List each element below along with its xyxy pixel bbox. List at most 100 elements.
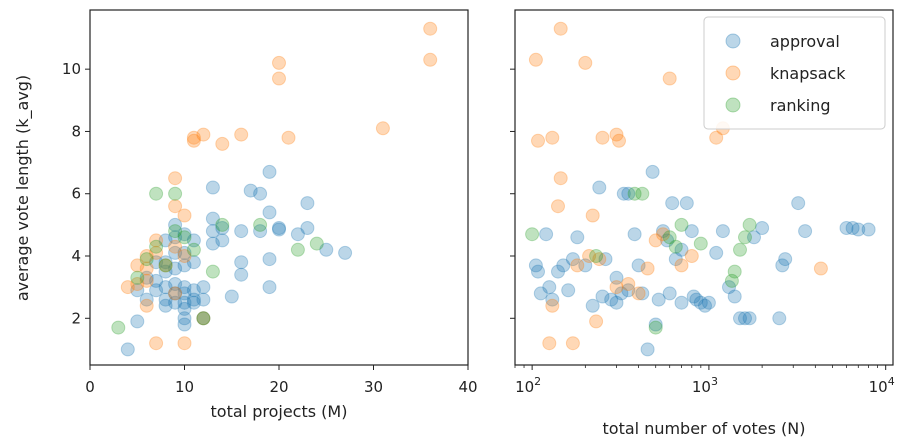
plot-area-left — [89, 9, 469, 366]
point-ranking-left-11 — [205, 264, 220, 279]
point-approval-right-14 — [595, 289, 610, 304]
point-ranking-left-3 — [149, 186, 164, 201]
point-knapsack-left-7 — [149, 233, 164, 248]
point-approval-left-42 — [215, 221, 230, 235]
point-knapsack-right-22 — [648, 233, 663, 248]
point-ranking-left-4 — [149, 239, 164, 254]
point-approval-left-10 — [158, 264, 173, 279]
x-tick-exponent-right-1: 3 — [711, 375, 718, 388]
y-tick-label-left-0: 2 — [71, 309, 81, 327]
point-approval-right-57 — [798, 224, 813, 239]
point-ranking-left-9 — [186, 242, 201, 257]
point-approval-right-12 — [585, 298, 600, 313]
point-ranking-left-14 — [290, 242, 305, 257]
point-ranking-right-6 — [668, 239, 683, 254]
x-ticks-left: 0 10 20 30 40 — [85, 365, 478, 396]
legend-marker-knapsack — [725, 65, 741, 81]
y-tick-label-left-4: 10 — [62, 60, 81, 78]
point-knapsack-left-6 — [139, 298, 154, 313]
point-approval-left-7 — [149, 283, 164, 298]
legend-marker-approval — [725, 33, 741, 49]
point-approval-right-29 — [651, 292, 666, 307]
point-approval-right-28 — [648, 317, 663, 332]
point-ranking-left-5 — [158, 258, 173, 273]
point-knapsack-left-25 — [272, 71, 286, 86]
point-approval-left-41 — [205, 236, 220, 251]
point-ranking-right-10 — [727, 264, 742, 279]
point-knapsack-left-2 — [130, 277, 145, 291]
point-approval-left-59 — [300, 221, 315, 235]
point-knapsack-right-20 — [631, 286, 646, 301]
point-ranking-left-10 — [196, 311, 211, 326]
point-approval-right-42 — [698, 298, 712, 313]
legend-box — [703, 16, 886, 130]
point-approval-left-53 — [262, 252, 277, 267]
point-knapsack-left-20 — [196, 127, 211, 142]
point-approval-right-5 — [545, 292, 560, 307]
point-approval-left-38 — [205, 180, 220, 195]
point-approval-right-59 — [845, 221, 860, 235]
point-approval-right-56 — [791, 196, 806, 211]
point-approval-left-44 — [224, 289, 239, 304]
point-approval-left-51 — [262, 164, 277, 179]
point-knapsack-left-29 — [423, 52, 438, 67]
point-approval-left-4 — [139, 292, 154, 307]
point-knapsack-right-4 — [545, 130, 560, 145]
point-knapsack-left-14 — [168, 286, 183, 301]
point-approval-right-45 — [715, 224, 730, 239]
point-approval-right-39 — [686, 289, 701, 304]
point-approval-right-26 — [640, 342, 655, 357]
x-tick-label-left-4: 40 — [458, 378, 477, 396]
point-approval-right-53 — [772, 311, 787, 326]
x-tick-label-left-1: 10 — [175, 378, 194, 396]
x-tick-label-left-2: 20 — [269, 378, 288, 396]
point-approval-right-27 — [645, 164, 660, 179]
point-ranking-left-13 — [253, 217, 268, 232]
point-approval-right-48 — [733, 311, 747, 326]
point-approval-left-13 — [158, 298, 173, 313]
point-knapsack-left-0 — [120, 280, 135, 295]
point-approval-left-22 — [177, 245, 192, 260]
point-approval-right-60 — [851, 222, 866, 237]
point-knapsack-left-21 — [196, 311, 211, 326]
legend-label-approval: approval — [770, 32, 840, 51]
point-knapsack-left-18 — [186, 130, 201, 145]
point-knapsack-left-28 — [423, 21, 438, 36]
legend-entry-approval: approval — [725, 32, 840, 51]
legend-entry-knapsack: knapsack — [725, 64, 846, 83]
point-approval-left-6 — [149, 273, 164, 288]
point-knapsack-right-15 — [595, 130, 610, 145]
point-knapsack-right-3 — [545, 298, 560, 313]
point-approval-right-33 — [665, 196, 680, 211]
point-knapsack-right-26 — [684, 249, 699, 263]
point-approval-right-1 — [531, 264, 545, 279]
point-approval-right-58 — [839, 221, 854, 235]
x-tick-exponent-right-2: 4 — [888, 375, 895, 388]
point-knapsack-left-9 — [149, 336, 164, 351]
point-approval-right-61 — [861, 222, 876, 237]
point-approval-right-49 — [738, 311, 752, 326]
x-axis-label-right: total number of votes (N) — [603, 419, 806, 438]
point-approval-left-31 — [186, 255, 201, 270]
point-approval-left-39 — [205, 211, 220, 226]
point-knapsack-left-3 — [139, 249, 154, 263]
point-approval-right-47 — [727, 289, 742, 304]
legend-marker-ranking — [725, 97, 741, 113]
point-approval-left-46 — [234, 255, 249, 270]
point-ranking-left-6 — [168, 186, 183, 201]
point-approval-left-29 — [177, 317, 192, 332]
point-approval-right-50 — [742, 311, 757, 326]
point-approval-right-7 — [556, 258, 571, 273]
point-approval-left-11 — [158, 280, 173, 295]
point-knapsack-right-17 — [609, 280, 624, 295]
point-knapsack-right-18 — [612, 133, 626, 148]
point-approval-right-30 — [656, 224, 670, 239]
point-approval-right-40 — [689, 292, 704, 307]
point-approval-left-5 — [149, 255, 164, 270]
point-knapsack-left-15 — [177, 208, 192, 223]
y-axis-label-left: average vote length (k_avg) — [13, 75, 33, 301]
point-approval-left-30 — [186, 233, 201, 248]
point-ranking-left-8 — [177, 230, 192, 245]
point-knapsack-right-1 — [531, 133, 545, 148]
point-knapsack-right-0 — [528, 52, 543, 67]
